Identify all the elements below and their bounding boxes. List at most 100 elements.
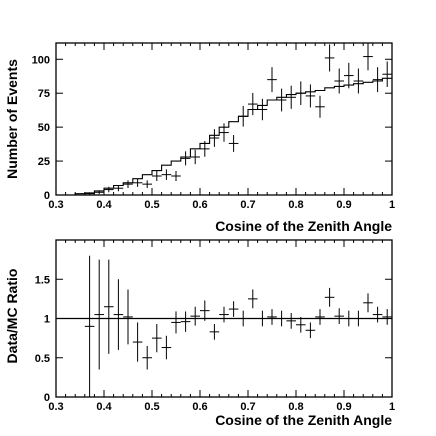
ratio-x-tick-label: 0.3 (48, 401, 63, 413)
data-point (296, 81, 306, 106)
data-point (180, 151, 191, 166)
data-point (353, 68, 364, 94)
ratio-point (382, 309, 392, 325)
ratio-point (200, 300, 210, 321)
ratio-point (334, 308, 344, 324)
data-point (305, 84, 316, 108)
ratio-point (353, 310, 364, 327)
data-point (104, 186, 114, 193)
data-point (334, 68, 344, 94)
ratio-y-tick-label: 1 (44, 314, 50, 326)
data-point (286, 85, 296, 109)
data-point (363, 43, 373, 71)
events-x-axis-title: Cosine of the Zenith Angle (215, 218, 392, 234)
ratio-x-tick-label: 0.5 (144, 401, 159, 413)
events-y-tick-label: 75 (38, 88, 50, 100)
data-point (382, 61, 392, 87)
events-y-tick-label: 25 (38, 156, 50, 168)
data-point (276, 88, 287, 112)
ratio-point (113, 279, 124, 350)
ratio-x-tick-label: 0.7 (240, 401, 255, 413)
events-x-tick-label: 0.5 (144, 199, 159, 211)
ratio-y-tick-label: 0 (44, 392, 50, 404)
ratio-x-tick-label: 1 (389, 401, 395, 413)
ratio-y-tick-label: 0.5 (35, 353, 50, 365)
events-x-tick-label: 0.9 (336, 199, 351, 211)
data-point (209, 129, 220, 147)
mc-step-histogram (65, 77, 392, 196)
ratio-point (315, 309, 325, 325)
ratio-point (286, 313, 296, 329)
ratio-point (344, 310, 354, 327)
data-point (142, 180, 152, 188)
ratio-panel: 0.3 0.4 0.5 0.6 0.7 0.8 0.9 1 0 0.5 1 1.5 Cosine of… (4, 239, 395, 428)
ratio-point (171, 311, 181, 334)
ratio-x-tick-label: 0.9 (336, 401, 351, 413)
events-x-tick-label: 0.3 (48, 199, 63, 211)
events-x-tick-label: 0.7 (240, 199, 255, 211)
data-point (324, 44, 335, 72)
ratio-point (372, 306, 383, 323)
ratio-marks (56, 255, 392, 397)
data-point (161, 169, 172, 180)
ratio-point (219, 306, 229, 323)
data-point (228, 135, 239, 152)
ratio-point (296, 316, 306, 333)
events-y-tick-label: 50 (38, 122, 50, 134)
ratio-point (228, 301, 239, 317)
data-point (219, 123, 229, 142)
ratio-x-axis-title: Cosine of the Zenith Angle (215, 412, 392, 428)
ratio-point (190, 306, 200, 326)
ratio-x-tick-label: 0.6 (192, 401, 207, 413)
events-y-tick-label: 0 (44, 190, 50, 202)
data-point (315, 95, 325, 118)
ratio-point (180, 311, 191, 332)
ratio-point (104, 259, 114, 354)
ratio-x-tick-label: 0.4 (96, 401, 112, 413)
events-plot-frame (55, 42, 393, 196)
ratio-point (267, 309, 277, 325)
ratio-x-tick-label: 0.8 (288, 401, 303, 413)
data-point (94, 190, 104, 195)
ratio-point (152, 323, 162, 353)
events-marks (65, 43, 392, 196)
ratio-point (276, 310, 287, 327)
data-point (132, 178, 143, 187)
data-point (248, 92, 258, 116)
ratio-point (238, 310, 248, 327)
ratio-point (84, 255, 95, 397)
ratio-point (257, 310, 268, 327)
events-x-tick-label: 0.8 (288, 199, 303, 211)
ratio-point (209, 323, 220, 340)
ratio-point (248, 289, 258, 309)
ratio-point (142, 345, 152, 370)
data-point (267, 67, 277, 93)
data-point (344, 62, 354, 89)
events-ticks: 0.3 0.4 0.5 0.6 0.7 0.8 0.9 1 0 25 50 75 100 (32, 43, 395, 211)
data-point (171, 170, 181, 182)
events-x-tick-label: 1 (389, 199, 395, 211)
ratio-point (123, 289, 133, 345)
ratio-point (94, 259, 104, 370)
data-point (113, 185, 124, 192)
ratio-point (305, 322, 316, 339)
ratio-y-tick-label: 1.5 (35, 274, 50, 286)
data-point (238, 105, 248, 127)
ratio-point (132, 322, 143, 362)
data-point (123, 180, 133, 188)
ratio-y-axis-title: Data/MC Ratio (4, 269, 20, 364)
data-point (152, 170, 162, 182)
ratio-point (161, 335, 172, 360)
ratio-point (363, 293, 373, 313)
events-x-tick-label: 0.6 (192, 199, 207, 211)
data-point (372, 67, 383, 93)
data-point (190, 149, 200, 165)
ratio-point (324, 287, 335, 307)
events-y-axis-title: Number of Events (4, 59, 20, 179)
data-point (200, 140, 210, 157)
ratio-ticks: 0.3 0.4 0.5 0.6 0.7 0.8 0.9 1 0 0.5 1 1.5 (35, 240, 395, 413)
events-x-tick-label: 0.4 (96, 199, 112, 211)
events-y-tick-label: 100 (32, 54, 50, 66)
events-panel: 0.3 0.4 0.5 0.6 0.7 0.8 0.9 1 0 25 50 75 100 Cosine … (4, 42, 395, 234)
